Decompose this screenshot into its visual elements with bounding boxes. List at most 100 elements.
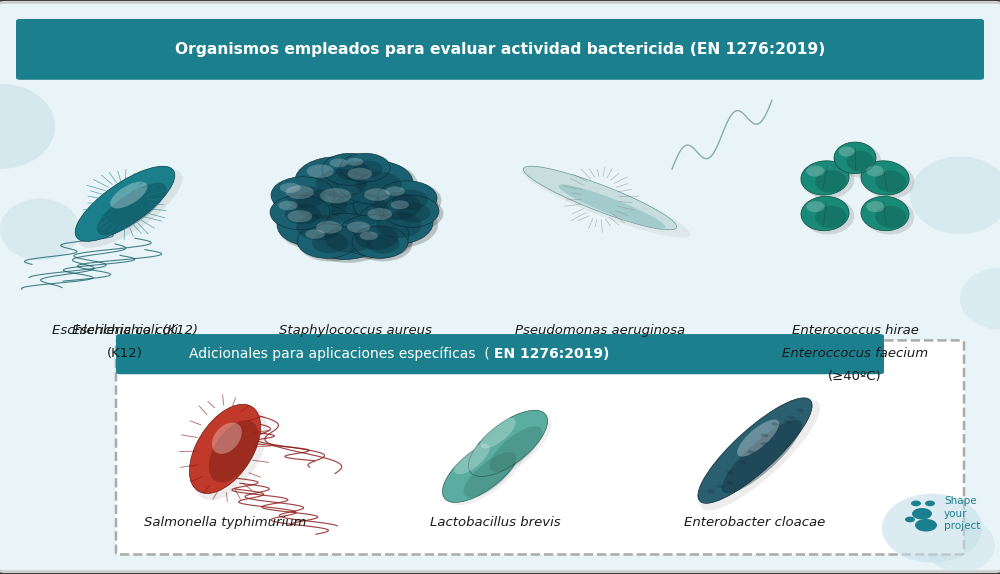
Ellipse shape (468, 410, 548, 476)
Ellipse shape (391, 200, 409, 210)
Text: (K12): (K12) (107, 347, 143, 360)
Ellipse shape (0, 199, 80, 261)
Ellipse shape (296, 158, 384, 208)
Ellipse shape (270, 195, 330, 230)
Ellipse shape (806, 201, 825, 212)
Ellipse shape (464, 452, 516, 498)
Ellipse shape (385, 187, 405, 196)
Ellipse shape (278, 201, 298, 210)
Ellipse shape (739, 461, 746, 464)
Ellipse shape (308, 180, 408, 238)
Ellipse shape (397, 203, 431, 223)
Ellipse shape (373, 192, 421, 220)
Ellipse shape (875, 170, 906, 192)
Ellipse shape (367, 208, 392, 220)
Ellipse shape (761, 442, 768, 446)
Ellipse shape (296, 214, 342, 241)
Ellipse shape (771, 422, 779, 426)
Ellipse shape (325, 225, 373, 253)
Ellipse shape (272, 196, 334, 233)
Ellipse shape (287, 210, 312, 222)
Ellipse shape (815, 206, 846, 228)
Ellipse shape (360, 231, 378, 240)
Ellipse shape (875, 206, 906, 228)
Ellipse shape (882, 494, 982, 563)
Ellipse shape (305, 230, 325, 239)
Ellipse shape (378, 182, 442, 218)
Ellipse shape (815, 170, 846, 192)
Ellipse shape (698, 398, 812, 503)
Ellipse shape (297, 224, 357, 258)
Ellipse shape (296, 189, 347, 219)
Ellipse shape (274, 177, 360, 227)
Ellipse shape (392, 189, 428, 210)
Circle shape (905, 517, 915, 522)
Ellipse shape (910, 156, 1000, 234)
Ellipse shape (915, 519, 937, 532)
Ellipse shape (330, 158, 348, 168)
Ellipse shape (275, 179, 365, 230)
Ellipse shape (338, 216, 414, 259)
Ellipse shape (490, 426, 542, 472)
Ellipse shape (761, 433, 769, 437)
Ellipse shape (0, 84, 55, 169)
Ellipse shape (912, 508, 932, 519)
Ellipse shape (298, 225, 361, 262)
Ellipse shape (295, 157, 379, 205)
Text: Enterococcus hirae: Enterococcus hirae (792, 324, 918, 338)
Ellipse shape (355, 225, 398, 250)
Ellipse shape (797, 408, 804, 412)
Ellipse shape (376, 212, 422, 238)
Ellipse shape (331, 193, 389, 226)
Ellipse shape (97, 183, 167, 235)
Ellipse shape (320, 188, 351, 203)
Text: Shape
your
project: Shape your project (944, 497, 980, 531)
Ellipse shape (806, 165, 825, 177)
Ellipse shape (787, 416, 795, 420)
Ellipse shape (366, 234, 400, 254)
Ellipse shape (347, 168, 372, 180)
Text: Enteroccocus faecium: Enteroccocus faecium (782, 347, 928, 360)
Ellipse shape (271, 177, 335, 214)
Text: Pseudomonas aeruginosa: Pseudomonas aeruginosa (515, 324, 685, 338)
Text: (≥40ºC): (≥40ºC) (828, 370, 882, 383)
Ellipse shape (354, 228, 412, 261)
Ellipse shape (726, 481, 734, 484)
Ellipse shape (861, 161, 909, 195)
Ellipse shape (846, 151, 874, 171)
Ellipse shape (209, 420, 259, 483)
Ellipse shape (307, 179, 403, 234)
Ellipse shape (559, 185, 665, 228)
Ellipse shape (522, 168, 690, 238)
Ellipse shape (866, 201, 885, 212)
Ellipse shape (193, 406, 267, 501)
Ellipse shape (347, 158, 363, 166)
Text: Adicionales para aplicaciones específicas  (: Adicionales para aplicaciones específica… (189, 347, 490, 362)
Ellipse shape (722, 420, 802, 494)
Ellipse shape (804, 163, 854, 199)
Ellipse shape (801, 196, 849, 231)
Text: Organismos empleados para evaluar actividad bactericida (EN 1276:2019): Organismos empleados para evaluar activi… (175, 42, 825, 57)
Ellipse shape (801, 161, 849, 195)
Ellipse shape (342, 155, 394, 185)
Ellipse shape (377, 181, 437, 215)
Text: Enterobacter cloacae: Enterobacter cloacae (684, 516, 826, 529)
Text: Salmonella typhimurium: Salmonella typhimurium (144, 516, 306, 529)
Text: Eschlerichia coli: Eschlerichia coli (72, 324, 178, 338)
Ellipse shape (354, 182, 438, 230)
Ellipse shape (352, 160, 382, 178)
Ellipse shape (316, 169, 366, 197)
Ellipse shape (834, 142, 876, 174)
Ellipse shape (336, 161, 370, 181)
Ellipse shape (286, 185, 314, 199)
Ellipse shape (960, 267, 1000, 329)
Ellipse shape (278, 204, 358, 250)
Text: EN 1276:2019): EN 1276:2019) (494, 347, 609, 361)
Ellipse shape (442, 436, 522, 502)
Ellipse shape (280, 183, 301, 193)
Ellipse shape (845, 463, 955, 548)
FancyBboxPatch shape (16, 19, 984, 80)
Ellipse shape (337, 161, 413, 204)
Ellipse shape (716, 484, 724, 488)
Text: Eschlerichia coli (K12): Eschlerichia coli (K12) (52, 324, 198, 338)
